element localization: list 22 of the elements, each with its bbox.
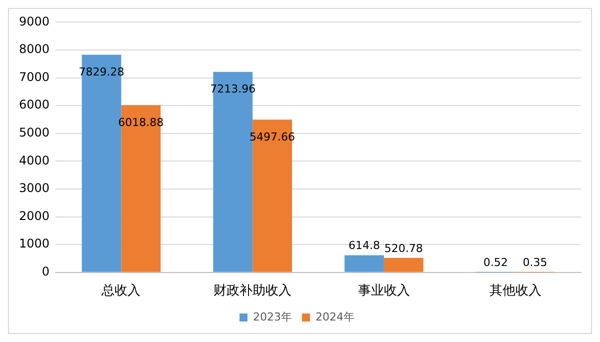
x-tick-label: 财政补助收入 [214,284,292,299]
y-tick-label: 6000 [18,98,50,112]
y-tick-label: 8000 [18,42,50,56]
data-label: 520.78 [384,242,423,255]
legend-label: 2023年 [253,310,292,324]
y-tick-label: 0 [42,264,50,279]
data-label: 0.35 [522,256,548,270]
y-tick-label: 7000 [18,70,50,84]
y-tick-label: 4000 [18,153,50,168]
x-tick-label: 事业收入 [358,284,410,299]
data-label: 0.52 [483,256,508,270]
y-tick-label: 5000 [18,126,50,140]
y-tick-label: 3000 [18,181,50,196]
data-label: 614.8 [348,239,380,252]
legend-label: 2024年 [316,310,354,324]
bar [344,255,384,272]
y-tick-label: 9000 [18,14,50,28]
y-tick-label: 1000 [18,236,50,251]
x-tick-label: 总收入 [100,284,141,299]
x-tick-label: 其他收入 [489,284,542,299]
y-tick-label: 2000 [18,208,50,223]
bar [384,258,424,272]
